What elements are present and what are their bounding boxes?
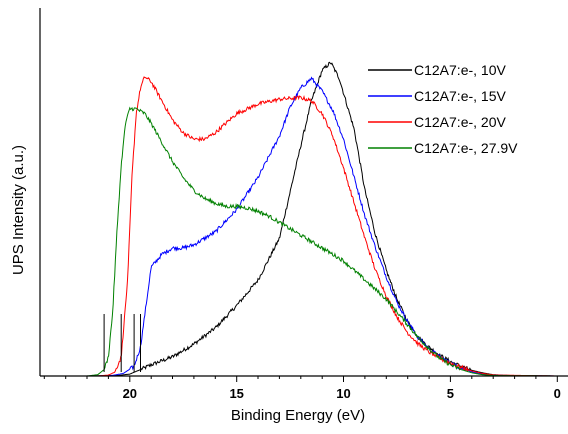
x-axis-title: Binding Energy (eV) (231, 407, 365, 424)
x-ticks: 20 15 10 5 0 (43, 376, 561, 401)
legend-label-1: C12A7:e-, 15V (414, 88, 506, 104)
series-layer (40, 61, 568, 377)
x-tick-label-0: 20 (123, 386, 137, 401)
cutoff-markers (103, 314, 141, 372)
x-tick-label-2: 10 (336, 386, 350, 401)
x-tick-label-1: 15 (229, 386, 243, 401)
legend: C12A7:e-, 10V C12A7:e-, 15V C12A7:e-, 20V C… (368, 62, 518, 156)
x-tick-label-3: 5 (447, 386, 454, 401)
series-line-2 (40, 76, 568, 377)
legend-label-3: C12A7:e-, 27.9V (414, 140, 518, 156)
y-axis-title: UPS Intensity (a.u.) (10, 145, 27, 275)
x-tick-label-4: 0 (554, 386, 561, 401)
legend-label-2: C12A7:e-, 20V (414, 114, 506, 130)
legend-label-0: C12A7:e-, 10V (414, 62, 506, 78)
series-line-3 (40, 106, 568, 377)
series-line-1 (40, 76, 568, 377)
series-line-0 (40, 61, 568, 377)
